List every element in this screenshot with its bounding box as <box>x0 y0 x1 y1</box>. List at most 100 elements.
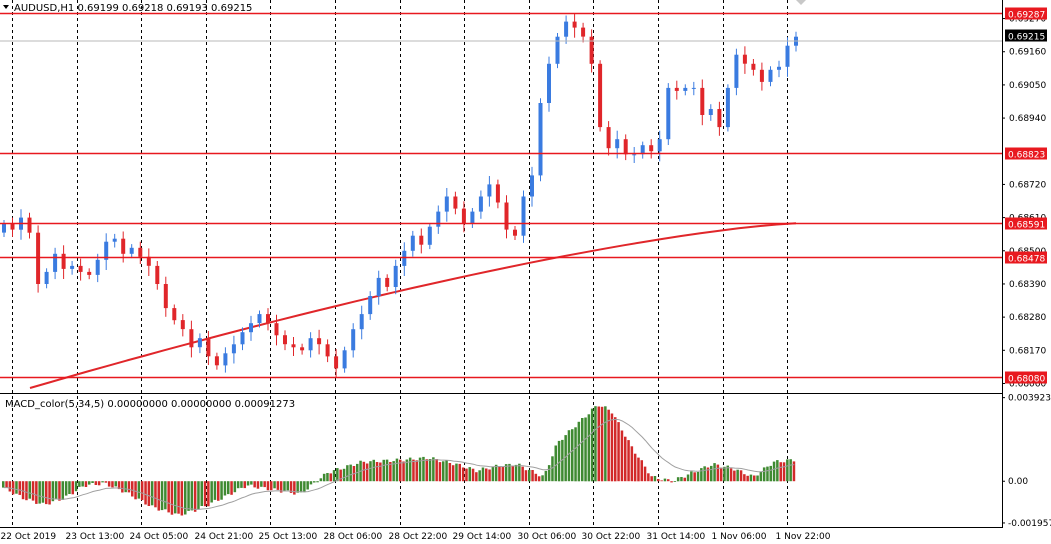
macd-bar <box>15 481 18 494</box>
macd-bar <box>140 481 144 501</box>
candle-body <box>266 314 270 324</box>
moving-average-line <box>29 222 797 389</box>
macd-bar <box>647 473 650 482</box>
macd-bar <box>551 456 554 482</box>
macd-bar <box>293 481 296 495</box>
price-tick-label: 0.68390 <box>1009 280 1046 290</box>
macd-bar <box>726 465 730 482</box>
macd-bar <box>41 481 45 503</box>
triangle-down-icon[interactable] <box>3 5 9 9</box>
candle-body <box>419 235 424 245</box>
candle-body <box>649 145 654 152</box>
macd-bar <box>289 481 293 493</box>
price-tick-label: 0.69270 <box>1009 15 1046 25</box>
macd-bar <box>273 481 276 489</box>
macd-bar <box>402 461 405 482</box>
candle-body <box>223 353 228 366</box>
macd-bar <box>270 481 273 491</box>
level-price-tag <box>1005 217 1047 230</box>
macd-bar <box>729 468 733 482</box>
macd-bar <box>663 478 667 482</box>
macd-bar <box>127 481 131 493</box>
macd-bar <box>329 473 333 482</box>
time-label: 30 Oct 06:00 <box>518 532 577 542</box>
candles-layer[interactable] <box>2 13 798 378</box>
macd-bar <box>759 471 763 482</box>
macd-bar <box>713 463 716 482</box>
macd-bar <box>236 481 240 489</box>
candle-body <box>427 226 432 245</box>
macd-bar <box>743 474 746 482</box>
price-tick-label: 0.68280 <box>1009 313 1046 323</box>
level-price-tag <box>1005 147 1047 160</box>
candle-body <box>206 338 211 357</box>
candle-body <box>623 139 628 155</box>
macd-bar <box>246 481 250 486</box>
macd-bar <box>303 481 306 493</box>
macd-bar <box>511 466 515 482</box>
time-label: 23 Oct 13:00 <box>66 532 125 542</box>
candle-body <box>70 265 75 269</box>
macd-bar <box>313 481 316 483</box>
macd-bar <box>217 481 220 501</box>
macd-bar <box>372 459 376 482</box>
time-label: 28 Oct 22:00 <box>389 532 448 542</box>
macd-bar <box>326 473 329 482</box>
macd-bar <box>567 430 571 482</box>
macd-bar <box>213 481 217 500</box>
candle-body <box>555 36 560 64</box>
macd-bar <box>432 457 435 482</box>
macd-bar <box>614 417 617 482</box>
macd-bar <box>415 460 419 482</box>
macd-bar <box>408 457 412 482</box>
macd-bar <box>207 481 210 507</box>
macd-bar <box>425 459 429 482</box>
macd-bar <box>316 481 319 483</box>
macd-bar <box>478 470 481 482</box>
macd-bar <box>468 467 472 482</box>
macd-bar <box>766 466 769 482</box>
candle-body <box>240 332 245 345</box>
candle-body <box>104 241 109 260</box>
macd-bar <box>154 481 157 508</box>
macd-bar <box>445 460 448 482</box>
macd-bar <box>78 481 81 487</box>
macd-bar <box>498 466 501 482</box>
macd-bar <box>349 464 352 482</box>
macd-pane[interactable] <box>2 406 796 516</box>
candle-body <box>138 247 143 257</box>
candle-body <box>342 350 347 369</box>
macd-bar <box>700 468 703 482</box>
macd-bar <box>117 481 121 490</box>
macd-bar <box>670 481 673 483</box>
candle-body <box>368 296 373 315</box>
candle-body <box>163 284 168 309</box>
candle-body <box>708 109 713 115</box>
macd-bar <box>187 481 190 511</box>
macd-bar <box>442 461 445 482</box>
candle-body <box>95 259 100 275</box>
macd-bar <box>418 457 422 482</box>
candle-body <box>513 229 517 236</box>
candle-body <box>538 103 543 176</box>
price-pane[interactable] <box>0 0 1002 527</box>
macd-bar <box>379 462 382 482</box>
macd-bar <box>451 465 455 482</box>
macd-bar <box>101 481 104 483</box>
macd-bar <box>660 480 663 482</box>
vertical-grid <box>12 0 788 527</box>
chart-shift-marker[interactable] <box>796 0 806 5</box>
macd-bar <box>147 481 151 506</box>
macd-bar <box>48 481 51 505</box>
macd-bar <box>160 481 164 511</box>
candle-body <box>691 87 696 89</box>
macd-bar <box>276 481 280 490</box>
macd-bar <box>253 481 256 488</box>
candle-body <box>581 27 586 37</box>
macd-bar <box>322 473 326 482</box>
macd-bar <box>686 474 690 482</box>
macd-bar <box>547 465 551 482</box>
horizontal-levels-layer[interactable] <box>0 12 1002 379</box>
macd-bar <box>557 440 561 482</box>
